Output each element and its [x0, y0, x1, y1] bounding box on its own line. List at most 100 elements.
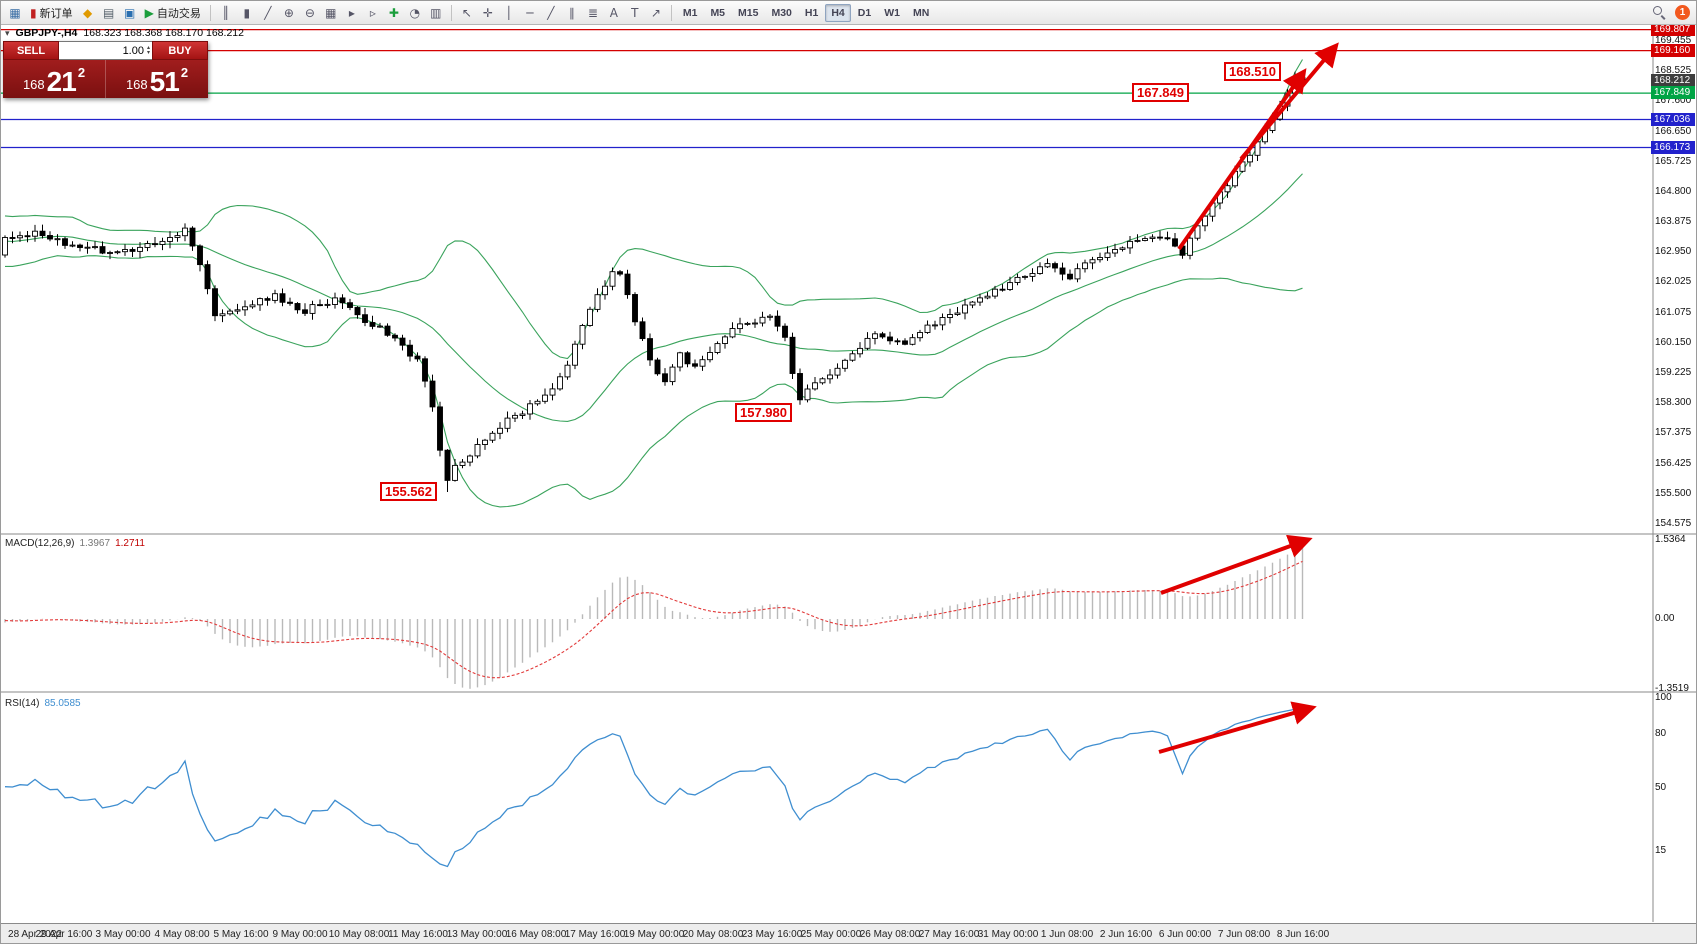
timeframe-mn-button[interactable]: MN	[912, 6, 930, 19]
time-axis[interactable]: 28 Apr 2022 29 Apr 16:00 3 May 00:00 4 May …	[1, 923, 1696, 943]
channel-tool-button[interactable]: ∥	[562, 3, 582, 23]
notification-badge[interactable]: 1	[1675, 5, 1690, 20]
bid-prefix: 168	[22, 77, 45, 92]
tile-windows-icon: ▦	[325, 5, 337, 20]
price-tick: 165.725	[1655, 156, 1692, 168]
time-axis-label: 5 May 16:00	[213, 929, 269, 940]
label-tool-icon: T	[631, 5, 639, 20]
bars-chart-type-icon: ║	[222, 5, 230, 20]
trend-arrows[interactable]	[1158, 42, 1339, 754]
price-callout[interactable]: 167.849	[1132, 83, 1189, 103]
arrows-tool-button[interactable]: ↗	[646, 3, 666, 23]
timeframe-m15-button[interactable]: M15	[738, 6, 759, 19]
ask-pip-digit: 2	[180, 65, 189, 80]
vertical-line-tool-button[interactable]: │	[499, 3, 519, 23]
one-click-trading-panel: SELL 1.00 ▴ ▾ BUY 168 21 2 168 51 2	[3, 41, 208, 98]
chart-shift-button[interactable]: ▹	[363, 3, 383, 23]
time-axis-label: 19 May 00:00	[623, 929, 685, 940]
price-callout[interactable]: 155.562	[380, 481, 437, 501]
print-icon: ▤	[102, 5, 115, 20]
metaeditor-button[interactable]: ◆	[78, 3, 98, 23]
new-order-label: 新订单	[39, 7, 73, 20]
time-axis-label: 16 May 08:00	[505, 929, 567, 940]
trend-arrow[interactable]	[1177, 68, 1307, 251]
support-blue-2-badge: 166.173	[1651, 140, 1695, 154]
timeframe-d1-button[interactable]: D1	[857, 6, 872, 19]
templates-icon: ▥	[430, 5, 442, 20]
price-tick: 156.425	[1655, 457, 1692, 469]
trendline-tool-button[interactable]: ╱	[541, 3, 561, 23]
macd-signal-value: 1.2711	[115, 538, 145, 549]
fibonacci-tool-icon: ≣	[587, 5, 598, 20]
trend-arrow[interactable]	[1160, 534, 1313, 595]
line-chart-type-icon: ╱	[264, 5, 272, 20]
symbol-info: ▾ GBPJPY-,H4 168.323 168.368 168.170 168…	[5, 27, 244, 39]
horizontal-level-lines	[1, 29, 1653, 149]
sell-button[interactable]: SELL	[3, 41, 59, 60]
indicators-add-button[interactable]: ✚	[384, 3, 404, 23]
ask-price[interactable]: 168 51 2	[105, 60, 208, 98]
auto-scroll-button[interactable]: ▸	[342, 3, 362, 23]
trend-arrow[interactable]	[1239, 42, 1339, 161]
new-chart-button[interactable]: ▦	[5, 3, 25, 23]
timeframe-m5-button[interactable]: M5	[710, 6, 726, 19]
templates-button[interactable]: ▥	[426, 3, 446, 23]
rsi-scale-tick: 50	[1655, 782, 1667, 793]
time-axis-label: 1 Jun 08:00	[1040, 929, 1094, 940]
volume-spinner[interactable]: ▴ ▾	[146, 44, 150, 56]
zoom-in-button[interactable]: ⊕	[279, 3, 299, 23]
auto-trading-icon: ▶	[144, 5, 154, 20]
bid-price[interactable]: 168 21 2	[3, 60, 105, 98]
label-tool-button[interactable]: T	[625, 3, 645, 23]
trend-arrow[interactable]	[1158, 701, 1317, 754]
candles-chart-type-button[interactable]: ▮	[237, 3, 257, 23]
tile-windows-button[interactable]: ▦	[321, 3, 341, 23]
price-callout[interactable]: 157.980	[735, 403, 792, 423]
zoom-out-button[interactable]: ⊖	[300, 3, 320, 23]
data-window-button[interactable]: ▣	[120, 3, 140, 23]
auto-trading-label: 自动交易	[156, 7, 201, 20]
timeframe-h4-button[interactable]: H4	[825, 3, 851, 22]
timeframe-m30-button[interactable]: M30	[771, 6, 792, 19]
fibonacci-tool-button[interactable]: ≣	[583, 3, 603, 23]
horizontal-line-tool-button[interactable]: ─	[520, 3, 540, 23]
toolbar-timeframes: M1 M5 M15 M30 H1 H4 D1 W1 MN	[677, 3, 935, 22]
cursor-tool-button[interactable]: ↖	[457, 3, 477, 23]
bars-chart-type-button[interactable]: ║	[216, 3, 236, 23]
price-scale[interactable]: 169.455 168.525 167.600 166.650 165.725 164.8…	[1651, 22, 1696, 923]
rsi-scale-tick: 15	[1655, 845, 1667, 856]
channel-tool-icon: ∥	[568, 5, 575, 20]
spinner-down-icon[interactable]: ▾	[146, 49, 150, 56]
volume-input[interactable]: 1.00 ▴ ▾	[59, 41, 152, 60]
price-tick: 157.375	[1655, 427, 1692, 439]
crosshair-tool-button[interactable]: ✛	[478, 3, 498, 23]
price-tick: 154.575	[1655, 518, 1692, 529]
macd-scale-tick: 1.5364	[1655, 533, 1686, 545]
print-button[interactable]: ▤	[99, 3, 119, 23]
text-tool-button[interactable]: A	[604, 3, 624, 23]
horizontal-line-tool-icon: ─	[526, 5, 534, 20]
time-axis-label: 13 May 00:00	[446, 929, 508, 940]
periods-button[interactable]: ◔	[405, 3, 425, 23]
new-order-button[interactable]: ▮ 新订单	[26, 3, 77, 23]
timeframe-w1-button[interactable]: W1	[884, 6, 900, 19]
search-icon[interactable]	[1652, 5, 1667, 20]
spinner-up-icon[interactable]: ▴	[146, 44, 150, 51]
auto-trading-button[interactable]: ▶ 自动交易	[141, 3, 205, 23]
line-chart-type-button[interactable]: ╱	[258, 3, 278, 23]
buy-button[interactable]: BUY	[152, 41, 208, 60]
time-axis-label: 7 Jun 08:00	[1217, 929, 1271, 940]
time-axis-label: 28 Apr 2022	[8, 929, 62, 940]
timeframe-h1-button[interactable]: H1	[804, 6, 819, 19]
price-tick: 158.300	[1655, 397, 1692, 409]
price-callout[interactable]: 168.510	[1224, 61, 1281, 81]
toolbar-separator	[670, 4, 672, 21]
toolbar-standard-group: ▦ ▮ 新订单 ◆ ▤ ▣ ▶ 自动交易	[5, 3, 205, 23]
trendline-tool-icon: ╱	[547, 5, 555, 20]
one-click-collapse-icon[interactable]: ▾	[5, 27, 10, 38]
time-axis-label: 31 May 00:00	[977, 929, 1039, 940]
timeframe-m1-button[interactable]: M1	[682, 6, 698, 19]
bid-big-digits: 21	[46, 66, 77, 98]
